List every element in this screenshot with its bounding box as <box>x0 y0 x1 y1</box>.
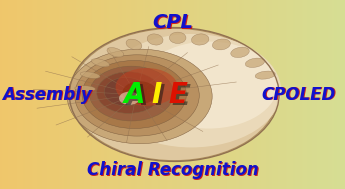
Ellipse shape <box>126 39 142 50</box>
Ellipse shape <box>89 66 174 121</box>
Ellipse shape <box>81 74 164 130</box>
Ellipse shape <box>191 34 209 45</box>
Ellipse shape <box>104 77 148 106</box>
Text: Chiral Recognition: Chiral Recognition <box>88 162 260 180</box>
Text: CPOLED: CPOLED <box>261 85 336 104</box>
Ellipse shape <box>91 59 110 67</box>
Ellipse shape <box>80 72 100 78</box>
Ellipse shape <box>75 86 95 91</box>
Ellipse shape <box>97 72 160 113</box>
Ellipse shape <box>75 55 199 136</box>
Text: CPOLED: CPOLED <box>263 86 337 105</box>
Ellipse shape <box>231 47 249 57</box>
Text: Assembly: Assembly <box>2 85 91 104</box>
Ellipse shape <box>71 28 278 161</box>
Text: E: E <box>168 81 187 109</box>
Ellipse shape <box>107 48 124 57</box>
Text: Assembly: Assembly <box>3 86 93 105</box>
Ellipse shape <box>119 92 140 105</box>
Text: CPL: CPL <box>154 14 194 33</box>
Ellipse shape <box>213 39 230 50</box>
Ellipse shape <box>140 42 278 129</box>
Ellipse shape <box>82 60 186 129</box>
Text: I: I <box>152 81 162 109</box>
Ellipse shape <box>102 34 281 147</box>
Ellipse shape <box>116 68 178 106</box>
Ellipse shape <box>147 34 163 45</box>
Text: A: A <box>127 83 148 111</box>
Text: A: A <box>124 81 145 109</box>
Text: Chiral Recognition: Chiral Recognition <box>87 161 258 179</box>
Ellipse shape <box>122 81 157 104</box>
Ellipse shape <box>245 58 265 67</box>
Text: E: E <box>171 83 190 111</box>
Ellipse shape <box>67 49 212 144</box>
Text: CPL: CPL <box>152 13 193 32</box>
Text: I: I <box>155 83 165 111</box>
Ellipse shape <box>169 32 186 43</box>
Ellipse shape <box>255 71 275 79</box>
